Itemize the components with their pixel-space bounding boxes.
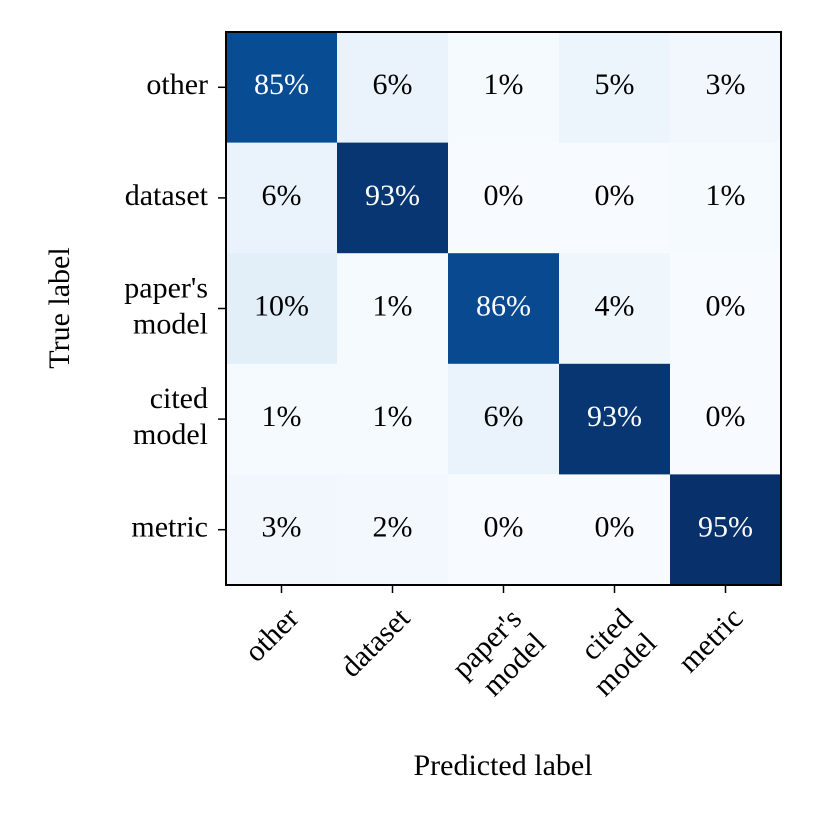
cell-label: 0% bbox=[484, 179, 524, 212]
cell-label: 0% bbox=[706, 289, 746, 322]
cell-label: 3% bbox=[706, 68, 746, 101]
heatmap-cell bbox=[226, 32, 338, 144]
heatmap-cell bbox=[448, 142, 560, 254]
cell-label: 6% bbox=[484, 400, 524, 433]
x-tick-label: dataset bbox=[334, 601, 417, 684]
cell-label: 1% bbox=[262, 400, 302, 433]
cell-label: 93% bbox=[587, 400, 642, 433]
heatmap-cell bbox=[670, 363, 782, 475]
cell-label: 86% bbox=[476, 289, 531, 322]
x-tick-label: metric bbox=[672, 601, 750, 679]
heatmap-cell bbox=[337, 253, 449, 365]
cell-label: 4% bbox=[595, 289, 635, 322]
heatmap-cell bbox=[559, 474, 671, 586]
cell-label: 10% bbox=[254, 289, 309, 322]
heatmap-cell bbox=[337, 363, 449, 475]
heatmap-cell bbox=[226, 142, 338, 254]
heatmap-cell bbox=[559, 142, 671, 254]
heatmap-cell bbox=[559, 32, 671, 144]
cell-label: 1% bbox=[373, 400, 413, 433]
heatmap-cell bbox=[670, 32, 782, 144]
cell-label: 95% bbox=[698, 511, 753, 544]
cell-label: 0% bbox=[484, 511, 524, 544]
cell-label: 3% bbox=[262, 511, 302, 544]
heatmap-cell bbox=[448, 474, 560, 586]
x-tick-group: dataset bbox=[334, 601, 417, 684]
x-tick-group: other bbox=[238, 601, 305, 668]
heatmap-cell bbox=[670, 474, 782, 586]
heatmap-cell bbox=[337, 32, 449, 144]
x-tick-label: citedmodel bbox=[563, 602, 663, 702]
heatmap-cell bbox=[559, 363, 671, 475]
y-tick-label: cited model bbox=[133, 382, 208, 451]
y-tick-label: other bbox=[146, 68, 208, 101]
cell-label: 93% bbox=[365, 179, 420, 212]
heatmap-cell bbox=[337, 142, 449, 254]
x-tick-label: paper'smodel bbox=[446, 602, 553, 709]
x-tick-group: metric bbox=[672, 601, 750, 679]
cell-label: 1% bbox=[484, 68, 524, 101]
heatmap-cell bbox=[559, 253, 671, 365]
cell-label: 6% bbox=[373, 68, 413, 101]
x-tick-label: other bbox=[238, 601, 305, 668]
cell-label: 6% bbox=[262, 179, 302, 212]
cell-label: 0% bbox=[595, 179, 635, 212]
heatmap-cell bbox=[448, 363, 560, 475]
cell-label: 0% bbox=[706, 400, 746, 433]
cell-label: 1% bbox=[706, 179, 746, 212]
y-tick-label: paper's model bbox=[124, 271, 208, 340]
cell-label: 0% bbox=[595, 511, 635, 544]
x-axis-label: Predicted label bbox=[413, 749, 592, 782]
y-tick-label: dataset bbox=[125, 179, 209, 212]
heatmap-cell bbox=[226, 253, 338, 365]
heatmap-cell bbox=[226, 474, 338, 586]
heatmap-cell bbox=[670, 253, 782, 365]
cell-label: 5% bbox=[595, 68, 635, 101]
heatmap-cell bbox=[670, 142, 782, 254]
heatmap-cell bbox=[226, 363, 338, 475]
x-tick-group: paper'smodel bbox=[446, 602, 553, 709]
x-tick-group: citedmodel bbox=[563, 602, 663, 702]
heatmap-cell bbox=[448, 32, 560, 144]
cell-label: 1% bbox=[373, 289, 413, 322]
cell-label: 2% bbox=[373, 511, 413, 544]
heatmap-cell bbox=[337, 474, 449, 586]
heatmap-cell bbox=[448, 253, 560, 365]
y-tick-label: metric bbox=[131, 511, 208, 544]
y-axis-label: True label bbox=[43, 247, 76, 368]
cell-label: 85% bbox=[254, 68, 309, 101]
